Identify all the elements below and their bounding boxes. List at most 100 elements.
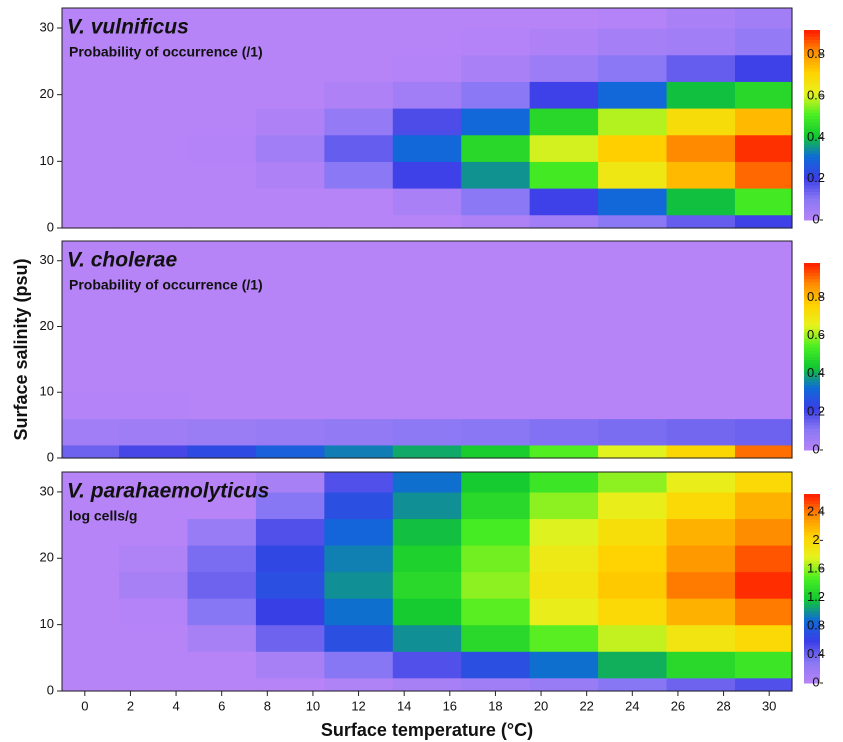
x-tick-label: 20: [534, 698, 548, 713]
colorbar-swatch: [804, 36, 820, 40]
colorbar-label: 0.8: [807, 617, 825, 632]
contour-cell: [324, 28, 394, 56]
contour-cell: [324, 339, 394, 367]
contour-cell: [392, 287, 462, 314]
panel-subtitle: Probability of occurrence (/1): [69, 44, 263, 60]
contour-cell: [62, 472, 120, 493]
colorbar-swatch: [804, 96, 820, 101]
colorbar-swatch: [804, 340, 820, 345]
y-tick-label: 0: [47, 449, 54, 464]
contour-cell: [392, 444, 462, 459]
y-tick-label: 0: [47, 219, 54, 234]
contour-cell: [598, 134, 668, 162]
contour-cell: [187, 81, 257, 109]
colorbar-swatch: [804, 591, 820, 596]
colorbar-swatch: [804, 191, 820, 196]
colorbar-swatch: [804, 506, 820, 511]
colorbar-swatch: [804, 667, 820, 671]
y-tick-label: 10: [40, 153, 54, 168]
colorbar-swatch: [804, 679, 820, 684]
contour-cell: [666, 54, 736, 82]
plot-frame: [61, 471, 793, 692]
contour-cell: [666, 339, 736, 367]
colorbar-label: 0.2: [807, 170, 825, 185]
contour-cell: [461, 214, 531, 229]
colorbar-label: 0.6: [807, 327, 825, 342]
contour-cell: [529, 108, 599, 136]
contour-cell: [324, 545, 394, 573]
contour-cell: [324, 287, 394, 314]
colorbar-swatch: [804, 500, 820, 504]
contour-cell: [529, 571, 599, 599]
contour-cell: [666, 571, 736, 599]
contour-cell: [187, 677, 257, 692]
colorbar-swatch: [804, 443, 820, 448]
colorbar-swatch: [804, 291, 820, 295]
colorbar-swatch: [804, 613, 820, 618]
contour-cell: [461, 365, 531, 393]
colorbar-swatch: [804, 512, 820, 517]
contour-cell: [529, 677, 599, 692]
contour-cell: [461, 472, 531, 493]
contour-cell: [734, 392, 793, 420]
colorbar-swatch: [804, 42, 820, 47]
y-tick-label: 20: [40, 550, 54, 565]
colorbar-swatch: [804, 163, 820, 167]
contour-cell: [529, 365, 599, 393]
colorbar-swatch: [804, 90, 820, 94]
contour-cell: [529, 188, 599, 216]
contour-cell: [598, 108, 668, 136]
colorbar-swatch: [804, 566, 820, 571]
contour-cell: [255, 624, 325, 652]
contour-cell: [529, 518, 599, 546]
x-tick-label: 28: [716, 698, 730, 713]
x-tick-label: 0: [81, 698, 88, 713]
colorbar-label: 2: [812, 532, 819, 547]
colorbar-swatch: [804, 64, 820, 69]
contour-cell: [529, 161, 599, 189]
colorbar-swatch: [804, 210, 820, 215]
contour-cell: [392, 188, 462, 216]
colorbar-label: 1.2: [807, 589, 825, 604]
colorbar-swatch: [804, 159, 820, 164]
colorbar-swatch: [804, 651, 820, 656]
colorbar-label: 0.8: [807, 289, 825, 304]
contour-cell: [255, 418, 325, 446]
colorbar-swatch: [804, 204, 820, 208]
colorbar-swatch: [804, 52, 820, 56]
contour-cell: [119, 214, 189, 229]
colorbar-swatch: [804, 597, 820, 602]
contour-cell: [666, 598, 736, 626]
contour-cell: [119, 54, 189, 82]
contour-cell: [119, 287, 189, 314]
contour-cell: [62, 108, 120, 136]
contour-cell: [62, 518, 120, 546]
contour-cell: [598, 365, 668, 393]
panel-title: V. parahaemolyticus: [67, 480, 269, 503]
colorbar-swatch: [804, 194, 820, 199]
contour-cell: [324, 241, 394, 262]
x-tick-label: 8: [264, 698, 271, 713]
colorbar-swatch: [804, 415, 820, 420]
contour-cell: [255, 472, 325, 493]
colorbar-swatch: [804, 297, 820, 301]
colorbar-swatch: [804, 207, 820, 211]
contour-cell: [734, 518, 793, 546]
contour-cell: [187, 287, 257, 314]
colorbar-swatch: [804, 201, 820, 205]
contour-cell: [62, 392, 120, 420]
contour-cell: [734, 677, 793, 692]
contour-cell: [392, 108, 462, 136]
colorbar-swatch: [804, 275, 820, 280]
contour-cell: [392, 677, 462, 692]
colorbar-swatch: [804, 137, 820, 142]
contour-cell: [62, 161, 120, 189]
colorbar-swatch: [804, 45, 820, 50]
contour-cell: [392, 571, 462, 599]
contour-cell: [392, 260, 462, 288]
colorbar-swatch: [804, 563, 820, 567]
contour-cell: [187, 214, 257, 229]
contour-cell: [666, 134, 736, 162]
contour-cell: [666, 651, 736, 679]
colorbar-swatch: [804, 169, 820, 173]
